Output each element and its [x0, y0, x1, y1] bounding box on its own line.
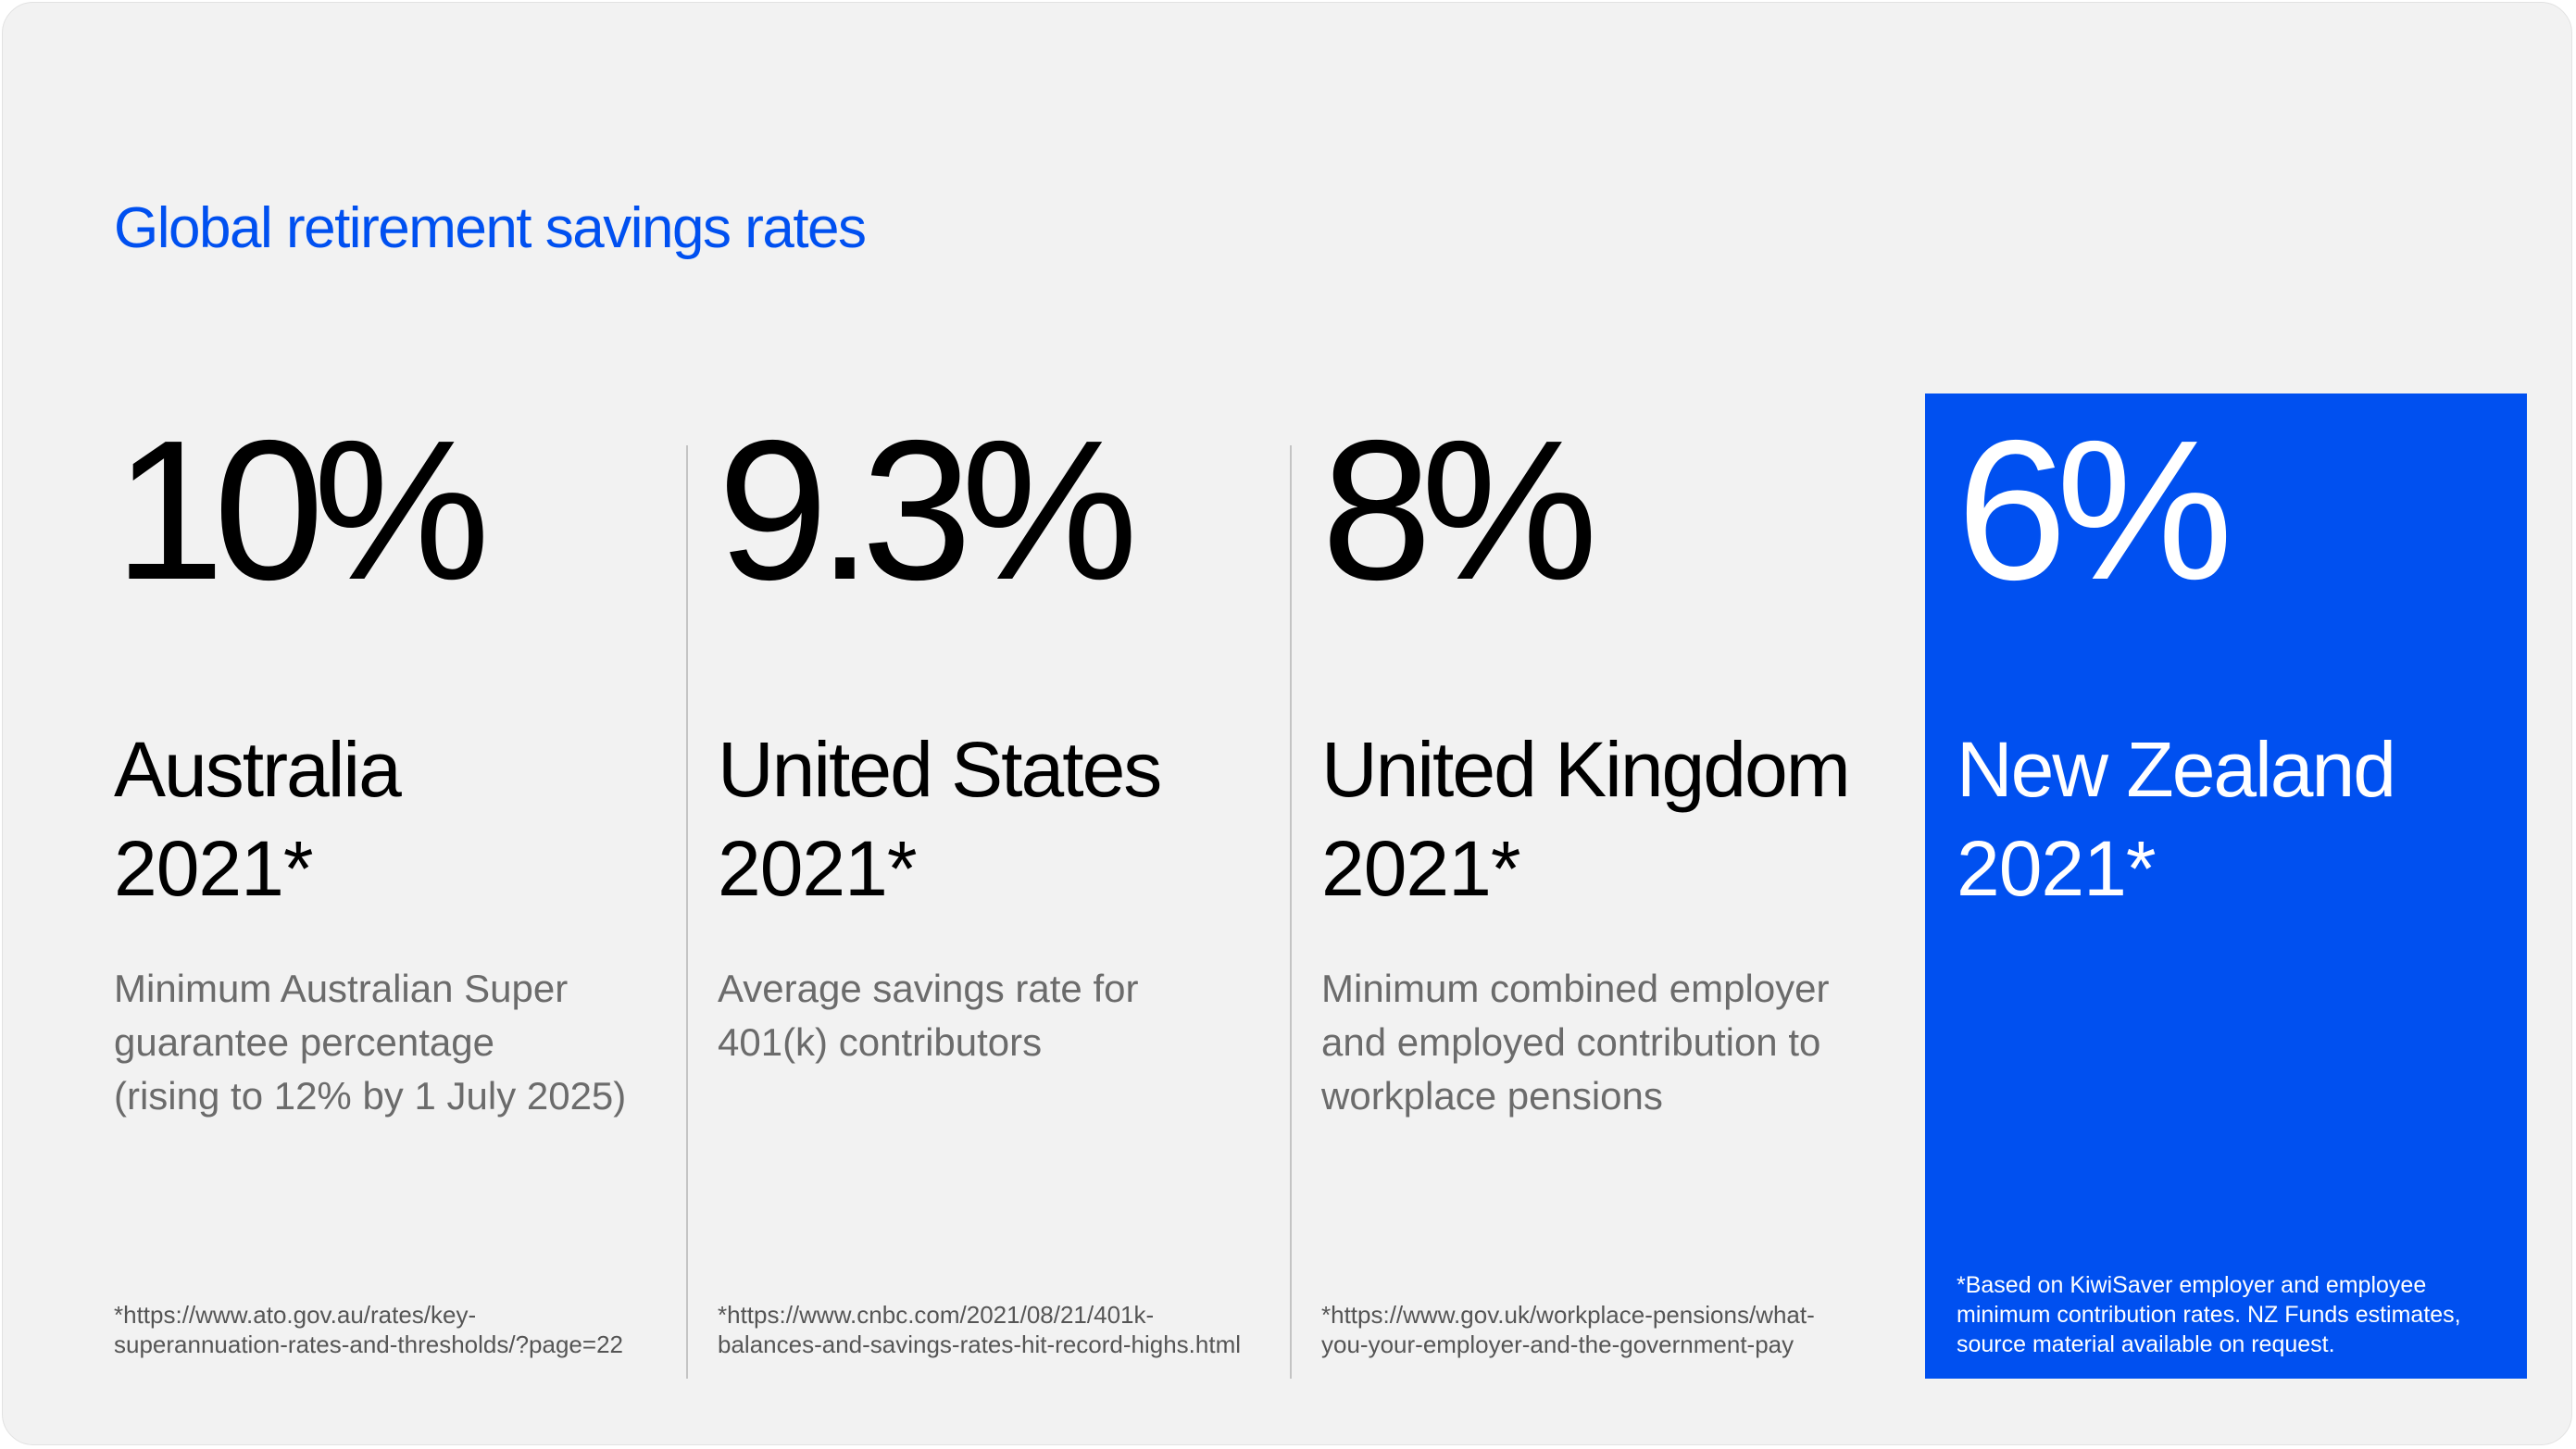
note-line: source material available on request. [1957, 1331, 2335, 1357]
stat-description: Minimum combined employer and employed c… [1321, 962, 1877, 1123]
description-line: Minimum combined employer [1321, 967, 1830, 1010]
description-line: and employed contribution to [1321, 1020, 1821, 1064]
stat-country: United Kingdom [1321, 726, 1851, 813]
stat-country: United States [718, 726, 1162, 813]
column-divider [1290, 445, 1292, 1379]
highlight-panel [1925, 393, 2527, 1379]
stat-value: 10% [114, 398, 490, 621]
stat-year: 2021* [114, 825, 314, 912]
stat-value: 8% [1321, 398, 1598, 621]
description-line: (rising to 12% by 1 July 2025) [114, 1074, 627, 1118]
page-title: Global retirement savings rates [114, 196, 867, 260]
source-line: balances-and-savings-rates-hit-record-hi… [718, 1330, 1242, 1358]
stat-value: 6% [1957, 398, 2233, 621]
source-line: superannuation-rates-and-thresholds/?pag… [114, 1330, 623, 1358]
description-line: guarantee percentage [114, 1020, 494, 1064]
description-line: 401(k) contributors [718, 1020, 1043, 1064]
stat-year: 2021* [1321, 825, 1521, 912]
stat-column-united-kingdom: 8% United Kingdom 2021* Minimum combined… [1321, 3, 1851, 1444]
description-line: Average savings rate for [718, 967, 1139, 1010]
column-divider [686, 445, 688, 1379]
description-line: Minimum Australian Super [114, 967, 569, 1010]
stat-value: 9.3% [718, 398, 1138, 621]
description-line: workplace pensions [1321, 1074, 1663, 1118]
source-line: *https://www.ato.gov.au/rates/key- [114, 1301, 477, 1329]
stat-year: 2021* [718, 825, 918, 912]
stat-description: Minimum Australian Super guarantee perce… [114, 962, 669, 1123]
stat-source: *https://www.gov.uk/workplace-pensions/w… [1321, 1300, 1877, 1359]
stat-column-australia: 10% Australia 2021* Minimum Australian S… [114, 3, 632, 1444]
stat-column-new-zealand: 6% New Zealand 2021* *Based on KiwiSaver… [1957, 3, 2475, 1444]
stat-note: *Based on KiwiSaver employer and employe… [1957, 1270, 2512, 1359]
note-line: minimum contribution rates. NZ Funds est… [1957, 1302, 2461, 1328]
stat-description: Average savings rate for 401(k) contribu… [718, 962, 1273, 1069]
source-line: you-your-employer-and-the-government-pay [1321, 1330, 1794, 1358]
stat-country: Australia [114, 726, 402, 813]
source-line: *https://www.gov.uk/workplace-pensions/w… [1321, 1301, 1815, 1329]
source-line: *https://www.cnbc.com/2021/08/21/401k- [718, 1301, 1155, 1329]
stat-year: 2021* [1957, 825, 2157, 912]
stat-country: New Zealand [1957, 726, 2396, 813]
note-line: *Based on KiwiSaver employer and employe… [1957, 1272, 2427, 1298]
stat-source: *https://www.ato.gov.au/rates/key- super… [114, 1300, 669, 1359]
stat-column-united-states: 9.3% United States 2021* Average savings… [718, 3, 1241, 1444]
stat-source: *https://www.cnbc.com/2021/08/21/401k- b… [718, 1300, 1273, 1359]
